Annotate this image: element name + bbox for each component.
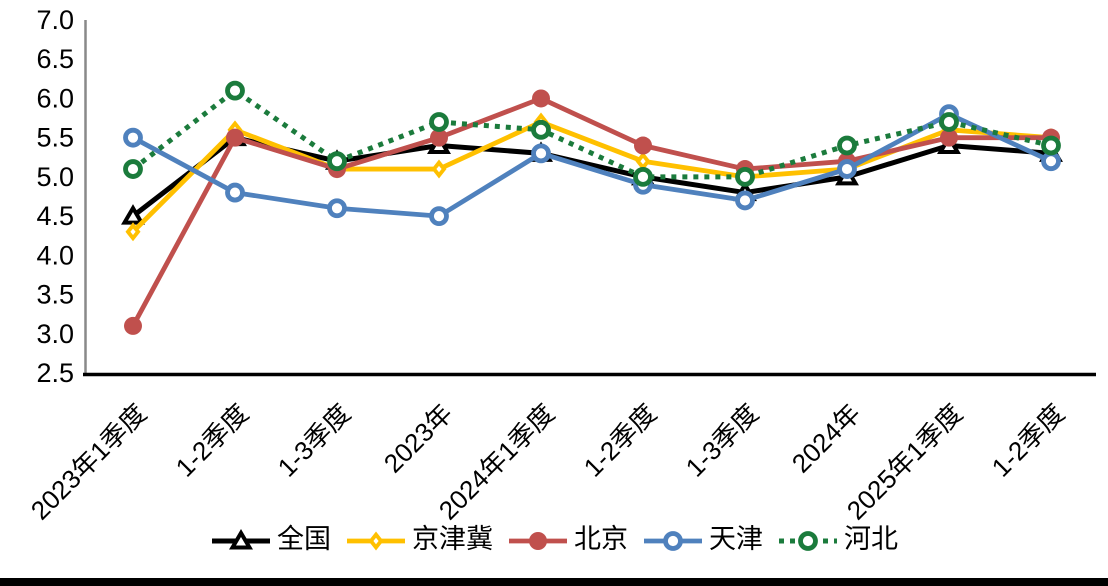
legend-line-sample <box>779 531 837 551</box>
marker-circle-open <box>663 531 683 551</box>
legend-item-全国: 全国 <box>210 524 331 558</box>
marker-circle-filled <box>940 128 958 147</box>
y-tick-label: 4.0 <box>36 240 74 270</box>
legend-label: 北京 <box>574 524 628 554</box>
marker-circle-open <box>123 159 143 179</box>
legend-item-北京: 北京 <box>507 524 628 558</box>
y-tick-label: 6.0 <box>36 83 74 113</box>
marker-circle-filled <box>124 316 142 335</box>
marker-circle-open <box>429 206 449 227</box>
x-tick-label: 1-3季度 <box>272 398 357 483</box>
marker-circle-open <box>939 112 959 132</box>
legend-label: 河北 <box>844 524 898 554</box>
y-tick-label: 3.5 <box>36 280 74 310</box>
marker-circle-open <box>225 182 245 203</box>
series-line <box>131 88 1052 180</box>
marker-circle-open <box>633 166 653 187</box>
x-tick-label: 1-2季度 <box>578 398 663 483</box>
x-tick-label: 2023年 <box>378 398 458 478</box>
legend-label: 全国 <box>277 524 331 554</box>
legend-line-sample <box>644 531 702 551</box>
x-tick-label: 2023年1季度 <box>25 398 153 526</box>
x-tick-label: 1-3季度 <box>680 398 765 483</box>
y-tick-label: 5.0 <box>36 162 74 192</box>
marker-diamond-hole <box>640 158 646 165</box>
marker-circle-filled <box>226 128 244 147</box>
marker-circle-filled <box>532 89 550 108</box>
legend-item-京津冀: 京津冀 <box>345 524 493 558</box>
legend-item-天津: 天津 <box>642 524 763 558</box>
marker-circle-open <box>327 198 347 219</box>
marker-circle-open <box>531 143 551 164</box>
y-tick-label: 3.0 <box>36 319 74 349</box>
y-tick-label: 4.5 <box>36 201 74 231</box>
legend-line-sample <box>347 531 405 551</box>
y-tick-label: 5.5 <box>36 123 74 153</box>
marker-circle-open <box>225 80 245 101</box>
marker-circle-filled <box>529 532 547 550</box>
y-tick-label: 2.5 <box>36 358 74 388</box>
marker-circle-open <box>327 151 347 172</box>
legend-label: 京津冀 <box>412 524 493 554</box>
bottom-black-bar <box>0 578 1108 586</box>
marker-circle-open <box>735 190 755 211</box>
series-line <box>130 96 1051 328</box>
marker-circle-filled <box>634 136 652 155</box>
x-tick-label: 1-2季度 <box>170 398 255 483</box>
marker-diamond-hole <box>436 165 442 173</box>
marker-circle-open <box>798 531 818 551</box>
marker-circle-open <box>123 127 143 148</box>
marker-circle-open <box>1041 151 1061 172</box>
legend-item-河北: 河北 <box>777 524 898 558</box>
chart-legend: 全国 京津冀 北京 天津 河北 <box>0 518 1108 564</box>
marker-triangle-open <box>229 529 253 550</box>
marker-diamond-hole <box>130 228 136 235</box>
marker-diamond-hole <box>373 537 379 545</box>
legend-line-sample <box>509 532 567 550</box>
marker-circle-open <box>1041 135 1061 156</box>
marker-circle-open <box>837 159 857 179</box>
marker-circle-open <box>837 135 857 156</box>
y-tick-label: 7.0 <box>36 5 74 35</box>
legend-line-sample <box>212 529 270 550</box>
series-line <box>131 119 1052 234</box>
marker-circle-filled <box>430 128 448 147</box>
y-tick-label: 6.5 <box>36 44 74 74</box>
x-tick-label: 1-2季度 <box>986 398 1071 483</box>
series-河北 <box>123 80 1061 187</box>
marker-circle-open <box>735 166 755 187</box>
marker-circle-open <box>429 112 449 132</box>
marker-circle-open <box>531 119 551 140</box>
x-tick-label: 2024年 <box>786 398 866 478</box>
legend-label: 天津 <box>709 524 763 554</box>
series-line <box>131 111 1053 219</box>
